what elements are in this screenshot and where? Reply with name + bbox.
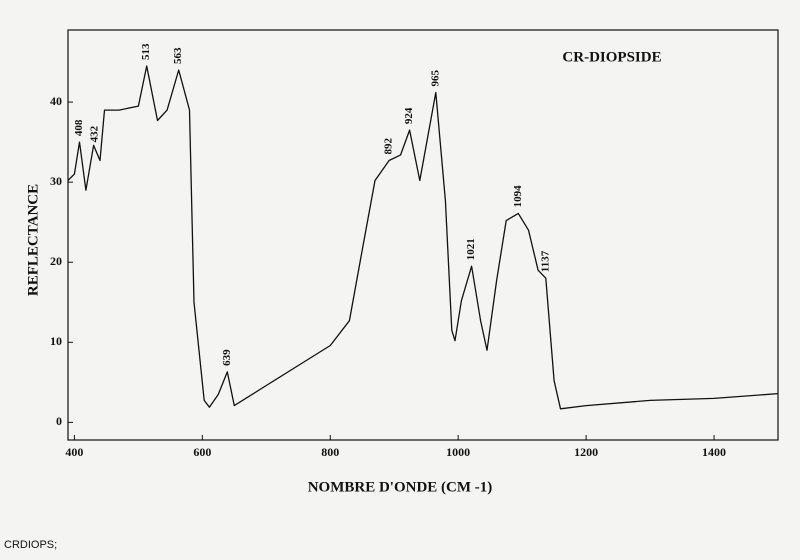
peak-label: 563 (172, 47, 184, 64)
x-tick-label: 1400 (702, 445, 726, 459)
peak-label: 1021 (465, 238, 477, 260)
x-tick-label: 600 (193, 445, 211, 459)
peak-label: 924 (403, 107, 415, 124)
x-tick-label: 1000 (446, 445, 470, 459)
peak-label: 513 (140, 43, 152, 60)
y-tick-label: 20 (50, 254, 62, 268)
peak-label: 1094 (512, 185, 524, 208)
y-tick-label: 40 (50, 94, 62, 108)
peak-label: 639 (221, 349, 233, 366)
spectrum-line (67, 65, 779, 410)
plot-frame (67, 29, 779, 441)
peak-label: 1137 (539, 250, 551, 272)
x-tick-label: 400 (65, 445, 83, 459)
y-axis-label: REFLECTANCE (25, 184, 41, 296)
chart-title: CR-DIOPSIDE (562, 49, 661, 65)
peak-label: 432 (88, 125, 100, 142)
y-tick-label: 10 (50, 334, 62, 348)
x-tick-label: 1200 (574, 445, 598, 459)
peak-label: 408 (73, 119, 85, 136)
peak-label: 892 (383, 138, 395, 155)
footer: CRDIOPS; (4, 539, 57, 551)
x-axis-label: NOMBRE D'ONDE (CM -1) (308, 479, 493, 495)
x-tick-label: 800 (321, 445, 339, 459)
peak-label: 965 (429, 70, 441, 87)
y-tick-label: 0 (56, 414, 62, 428)
y-tick-label: 30 (50, 174, 62, 188)
